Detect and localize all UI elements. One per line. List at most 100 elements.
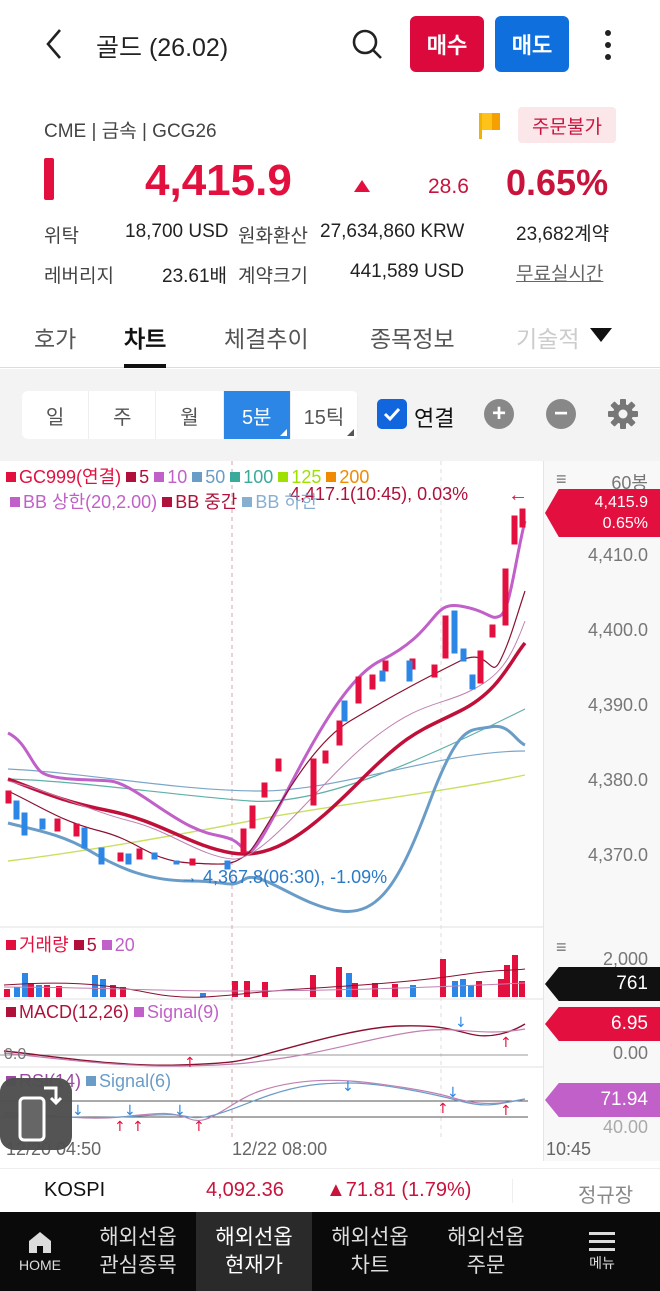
rsi-y-tick: 40.00 [602,1117,648,1137]
margin-label: 위탁 [44,226,79,247]
nav-label: 해외선옵 [99,1225,177,1249]
svg-text:↑: ↑ [500,1103,512,1119]
ticker-value: 4,092.36 [206,1179,284,1201]
period-label: 일 [45,406,65,429]
krw-label: 원화환산 [238,226,308,247]
legend-item: 200 [326,467,369,487]
tab-orderbook[interactable]: 호가 [34,326,77,352]
buy-button[interactable]: 매수 [410,16,484,72]
krw-value: 27,634,860 KRW [320,221,465,242]
y-axis[interactable]: ≡ 60봉 4,410.0 4,400.0 4,390.0 4,380.0 4,… [543,461,660,1161]
link-checkbox[interactable] [377,399,407,429]
nav-current-price[interactable]: 해외선옵 현재가 [196,1212,312,1291]
legend-item: BB 하한 [242,492,318,512]
price-chart-canvas[interactable]: 4,417.1(10:45), 0.03% ← → 4,367.8(06:30)… [0,461,543,1161]
contract-value: 441,589 USD [350,261,465,282]
period-week[interactable]: 주 [89,391,157,439]
macd-y-tick: 0.00 [612,1043,648,1063]
price-change: 28.6 [428,175,469,198]
macd-legend: MACD(12,26) Signal(9) [6,1002,219,1023]
divider [512,1179,513,1203]
ticker-change: ▲71.81 (1.79%) [326,1179,472,1201]
legend-item: BB 중간 [162,492,237,512]
svg-text:↑: ↑ [193,1119,205,1135]
zoom-in-icon[interactable]: + [484,399,514,429]
period-day[interactable]: 일 [22,391,90,439]
order-status-badge: 주문불가 [518,107,616,143]
tab-technical[interactable]: 기술적 [516,326,580,352]
tab-bar: 호가 차트 체결추이 종목정보 기술적 [0,300,660,368]
ticker-name: KOSPI [44,1179,106,1201]
bar-count-label: 60봉 [611,473,648,493]
svg-text:↑: ↑ [132,1119,144,1135]
chart-area[interactable]: 4,417.1(10:45), 0.03% ← → 4,367.8(06:30)… [0,461,660,1161]
period-selector: 일 주 월 5분 15틱 [22,391,358,439]
nav-home[interactable]: HOME [0,1212,80,1291]
volume-legend: 거래량 5 20 [6,931,135,957]
period-month[interactable]: 월 [156,391,224,439]
legend-item: 20 [101,935,135,955]
hamburger-icon[interactable]: ≡ [556,937,567,957]
tab-trades[interactable]: 체결추이 [224,326,309,352]
period-5min[interactable]: 5분 [223,391,291,439]
macd-zero-label: 0.0 [4,1046,26,1063]
nav-label: 메뉴 [589,1254,615,1271]
tab-dropdown-arrow-icon[interactable] [590,328,612,342]
top-app-bar: 골드 (26.02) 매수 매도 [0,0,660,90]
nav-label: 관심종목 [99,1253,177,1277]
legend-item: Signal(9) [134,1002,219,1022]
flag-icon[interactable] [476,110,504,140]
up-triangle-icon [354,180,370,192]
tab-info[interactable]: 종목정보 [370,326,455,352]
svg-text:↓: ↓ [447,1085,459,1101]
nav-label: 해외선옵 [331,1225,409,1249]
nav-label: 해외선옵 [215,1225,293,1249]
legend-item: 125 [278,467,321,487]
period-15tick[interactable]: 15틱 [291,391,358,439]
rsi-tag: 71.94 [545,1083,660,1117]
y-tick: 4,400.0 [587,620,648,640]
y-tick: 4,410.0 [587,545,648,565]
y-tick: 4,370.0 [587,845,648,865]
time-label: 12/22 08:00 [232,1139,328,1159]
volume-tag: 761 [545,967,660,1001]
contract-label: 계약크기 [238,266,308,287]
price-legend: GC999(연결) 5 10 50 100 125 200 [6,463,369,489]
rotate-screen-icon[interactable] [0,1078,72,1150]
quote-info: CME | 금속 | GCG26 주문불가 4,415.9 28.6 0.65%… [0,100,660,300]
bb-legend: BB 상한(20,2.00) BB 중간 BB 하한 [10,488,318,514]
legend-item: GC999(연결) [6,467,121,487]
volume-y-tick: 2,000 [602,949,648,969]
search-icon[interactable] [348,24,388,64]
high-arrow-icon: ← [508,484,528,506]
back-arrow-icon[interactable] [36,24,76,64]
more-options-icon[interactable] [596,26,620,66]
nav-order[interactable]: 해외선옵 주문 [428,1212,544,1291]
legend-item: BB 상한(20,2.00) [10,492,157,512]
index-ticker[interactable]: KOSPI 4,092.36 ▲71.81 (1.79%) 정규장 [0,1168,660,1212]
svg-text:↑: ↑ [437,1101,449,1117]
realtime-link[interactable]: 무료실시간 [516,264,604,285]
nav-menu[interactable]: 메뉴 [544,1212,660,1291]
macd-tag: 6.95 [545,1007,660,1041]
tab-chart[interactable]: 차트 [124,320,167,368]
sell-button[interactable]: 매도 [495,16,569,72]
chart-controls: 일 주 월 5분 15틱 연결 + − [0,369,660,461]
exchange-line: CME | 금속 | GCG26 [44,121,217,142]
hamburger-icon[interactable]: ≡ [556,469,567,489]
gear-icon[interactable] [606,397,640,431]
nav-label: 차트 [350,1253,390,1277]
svg-text:↓: ↓ [342,1079,354,1095]
svg-text:↓: ↓ [72,1103,84,1119]
page-title: 골드 (26.02) [96,34,229,62]
legend-item: 50 [192,467,225,487]
price-change-pct: 0.65% [506,162,609,203]
current-price: 4,415.9 [145,156,292,205]
zoom-out-icon[interactable]: − [546,399,576,429]
svg-text:↓: ↓ [174,1103,186,1119]
link-label: 연결 [414,406,455,431]
dropdown-corner-icon [347,429,355,436]
